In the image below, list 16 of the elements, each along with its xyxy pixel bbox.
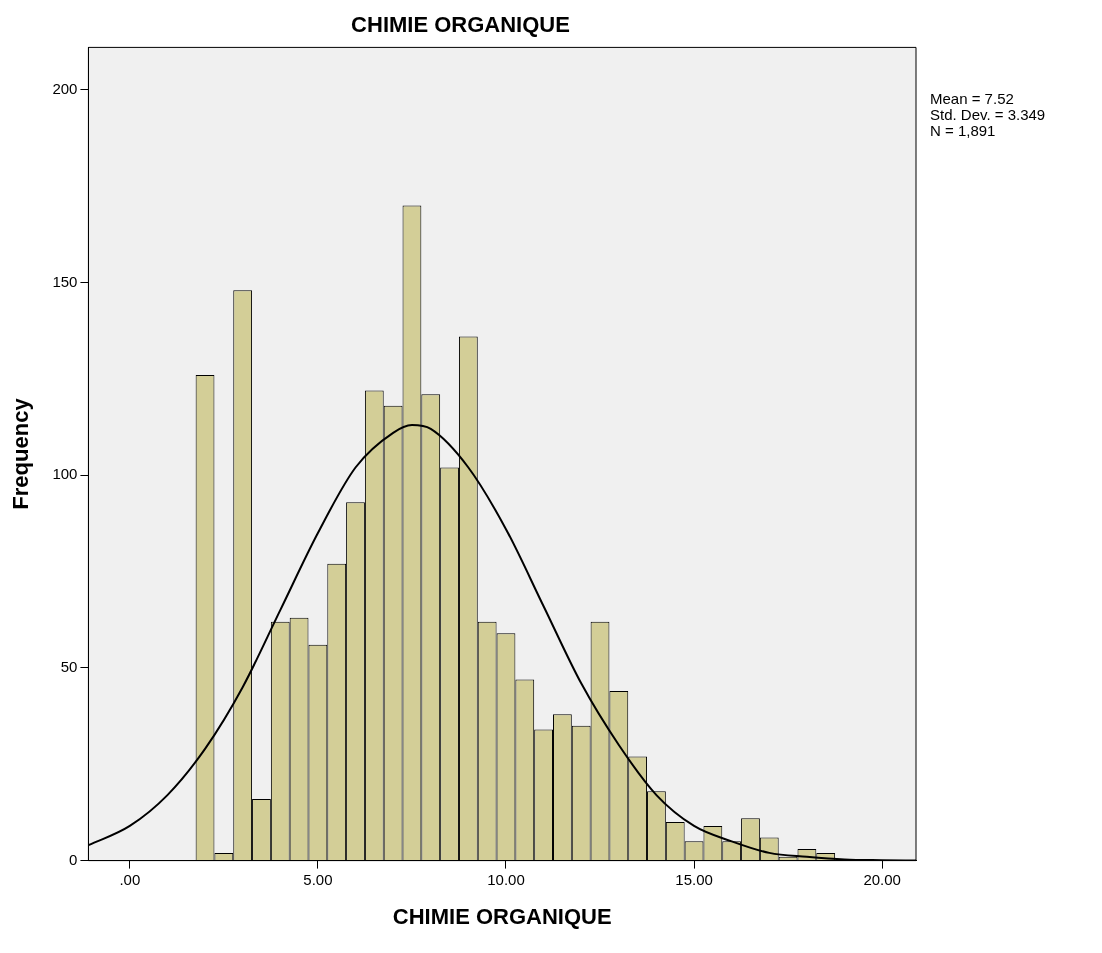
x-tick-label: 15.00 — [675, 870, 713, 888]
y-tick-label: 150 — [52, 272, 78, 290]
y-tick-label: 0 — [69, 850, 78, 868]
text: Mean = 7.52 — [930, 90, 1014, 108]
x-tick-label: 20.00 — [863, 870, 901, 888]
text: N = 1,891 — [930, 122, 996, 140]
text: Std. Dev. = 3.349 — [930, 106, 1046, 124]
x-axis-title: CHIMIE ORGANIQUE — [392, 903, 612, 929]
x-tick-label: .00 — [119, 870, 141, 888]
x-tick-label: 5.00 — [303, 870, 333, 888]
chart-title: CHIMIE ORGANIQUE — [351, 12, 570, 38]
y-axis-title: Frequency — [8, 397, 34, 510]
x-tick-label: 10.00 — [487, 870, 525, 888]
y-tick-label: 50 — [60, 658, 78, 676]
y-tick-label: 200 — [52, 79, 78, 97]
y-tick-label: 100 — [52, 465, 78, 483]
